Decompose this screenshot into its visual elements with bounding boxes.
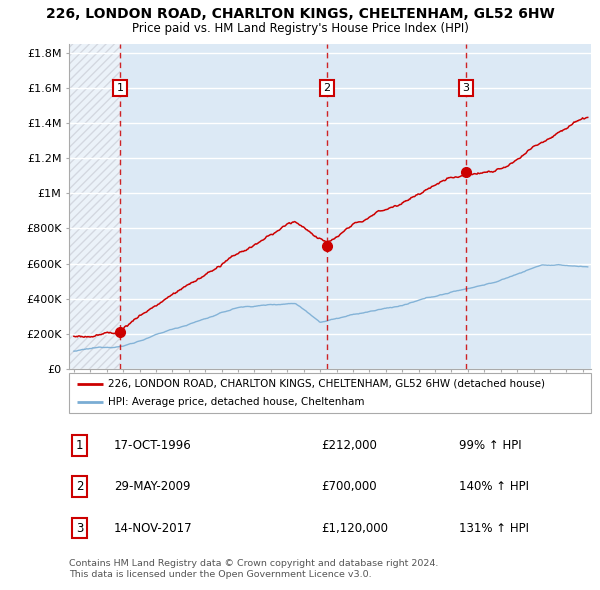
Text: Price paid vs. HM Land Registry's House Price Index (HPI): Price paid vs. HM Land Registry's House … — [131, 22, 469, 35]
Text: 29-MAY-2009: 29-MAY-2009 — [114, 480, 191, 493]
Text: 1: 1 — [116, 83, 124, 93]
Text: 3: 3 — [76, 522, 83, 535]
Text: 2: 2 — [76, 480, 83, 493]
Text: 2: 2 — [323, 83, 331, 93]
Text: 1: 1 — [76, 439, 83, 452]
Text: 140% ↑ HPI: 140% ↑ HPI — [459, 480, 529, 493]
Text: £700,000: £700,000 — [321, 480, 377, 493]
Text: 17-OCT-1996: 17-OCT-1996 — [114, 439, 192, 452]
Bar — [69, 44, 120, 369]
Text: 99% ↑ HPI: 99% ↑ HPI — [459, 439, 521, 452]
Text: Contains HM Land Registry data © Crown copyright and database right 2024.: Contains HM Land Registry data © Crown c… — [69, 559, 439, 568]
Text: £212,000: £212,000 — [321, 439, 377, 452]
Bar — [69, 44, 120, 369]
Text: 14-NOV-2017: 14-NOV-2017 — [114, 522, 193, 535]
Text: 3: 3 — [462, 83, 469, 93]
Bar — [69, 44, 120, 369]
Text: 226, LONDON ROAD, CHARLTON KINGS, CHELTENHAM, GL52 6HW: 226, LONDON ROAD, CHARLTON KINGS, CHELTE… — [46, 7, 554, 21]
Text: 131% ↑ HPI: 131% ↑ HPI — [459, 522, 529, 535]
Text: 226, LONDON ROAD, CHARLTON KINGS, CHELTENHAM, GL52 6HW (detached house): 226, LONDON ROAD, CHARLTON KINGS, CHELTE… — [108, 379, 545, 389]
FancyBboxPatch shape — [69, 373, 591, 413]
Text: HPI: Average price, detached house, Cheltenham: HPI: Average price, detached house, Chel… — [108, 397, 365, 407]
Text: This data is licensed under the Open Government Licence v3.0.: This data is licensed under the Open Gov… — [69, 571, 371, 579]
Text: £1,120,000: £1,120,000 — [321, 522, 388, 535]
